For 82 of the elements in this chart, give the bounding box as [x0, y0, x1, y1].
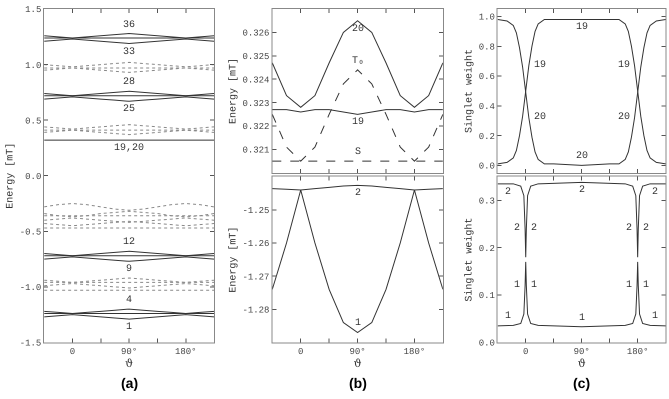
annotation: S [355, 147, 362, 158]
x-axis-title: ϑ [125, 357, 134, 370]
annotation: 19,20 [114, 143, 144, 154]
annotation: 1 [643, 280, 650, 291]
text: (a) [121, 375, 138, 391]
y-tick-label: -1.0 [20, 283, 42, 294]
annotation: T₀ [352, 56, 364, 67]
y-tick-label: 0.3 [478, 196, 495, 207]
y-tick-label: -1.26 [242, 239, 270, 250]
annotation: 4 [126, 295, 132, 306]
annotation: 2 [514, 223, 520, 234]
text: (c) [573, 375, 590, 391]
y-tick-label: 0.5 [25, 116, 42, 126]
y-tick-label: 0.322 [242, 122, 270, 132]
x-tick-label: 0 [298, 347, 304, 358]
annotation: 1 [531, 280, 538, 291]
y-axis-title: Energy [mT] [227, 58, 240, 124]
annotation: 2 [579, 185, 586, 196]
y-tick-label: 1.5 [25, 5, 42, 16]
y-axis-title: Energy [mT] [227, 226, 240, 293]
annotation: 1 [626, 280, 632, 291]
y-tick-label: 0.1 [478, 291, 495, 302]
annotation: 2 [652, 187, 658, 198]
y-tick-label: 0.2 [478, 244, 495, 254]
y-tick-label: -1.25 [242, 206, 270, 216]
annotation: 36 [123, 20, 136, 31]
text: (b) [349, 375, 367, 391]
annotation: 1 [514, 280, 520, 291]
x-tick-label: 180° [626, 347, 648, 358]
y-tick-label: -0.5 [20, 227, 42, 238]
x-tick-label: 90° [121, 347, 138, 358]
annotation: 20 [618, 112, 630, 123]
y-axis-title: Singlet weight [464, 218, 476, 302]
annotation: 1 [505, 311, 512, 322]
annotation: 19 [534, 60, 546, 71]
y-tick-label: 0.2 [478, 132, 495, 142]
y-tick-label: 1.0 [478, 12, 495, 23]
x-axis-title: ϑ [578, 357, 586, 370]
annotation: 1 [355, 318, 362, 329]
annotation: 28 [123, 77, 136, 88]
annotation: 2 [355, 188, 362, 199]
annotation: 20 [576, 151, 588, 162]
annotation: 1 [579, 313, 586, 324]
annotation: 2 [531, 223, 538, 234]
annotation: 1 [126, 322, 132, 333]
annotation: 2 [505, 187, 512, 198]
x-tick-label: 0 [523, 347, 528, 358]
y-tick-label: 0.323 [242, 98, 270, 109]
y-axis-title: Energy [mT] [4, 142, 17, 209]
annotation: 9 [126, 264, 132, 275]
y-tick-label: 0.0 [478, 162, 495, 172]
y-tick-label: 0.0 [478, 338, 495, 349]
y-tick-label: 0.324 [242, 75, 270, 86]
x-tick-label: 180° [174, 347, 197, 358]
annotation: 19 [576, 22, 588, 33]
y-tick-label: 0.8 [478, 42, 495, 52]
y-axis-title: Singlet weight [464, 48, 476, 133]
y-tick-label: 0.325 [242, 52, 270, 62]
y-tick-label: 0.4 [478, 102, 495, 112]
x-tick-label: 0 [70, 347, 76, 358]
annotation: 19 [352, 117, 364, 128]
annotation: 1 [652, 311, 658, 322]
x-tick-label: 90° [574, 347, 590, 358]
annotation: 20 [534, 112, 546, 123]
annotation: 19 [618, 60, 630, 71]
x-axis-title: ϑ [354, 357, 362, 370]
y-tick-label: 1.0 [25, 60, 42, 71]
y-tick-label: -1.28 [242, 305, 270, 316]
annotation: 20 [352, 24, 364, 35]
y-tick-label: 0.326 [242, 28, 270, 39]
x-tick-label: 90° [349, 347, 366, 358]
annotation: 2 [626, 223, 632, 234]
x-tick-label: 180° [404, 347, 426, 358]
annotation: 25 [123, 104, 136, 115]
annotation: 2 [643, 223, 650, 234]
y-tick-label: 0.321 [242, 146, 270, 156]
y-tick-label: 0.0 [25, 172, 42, 182]
y-tick-label: -1.27 [242, 272, 270, 282]
y-tick-label: 0.6 [478, 72, 495, 82]
annotation: 33 [123, 47, 136, 58]
y-tick-label: -1.5 [20, 338, 42, 349]
annotation: 12 [123, 237, 136, 248]
